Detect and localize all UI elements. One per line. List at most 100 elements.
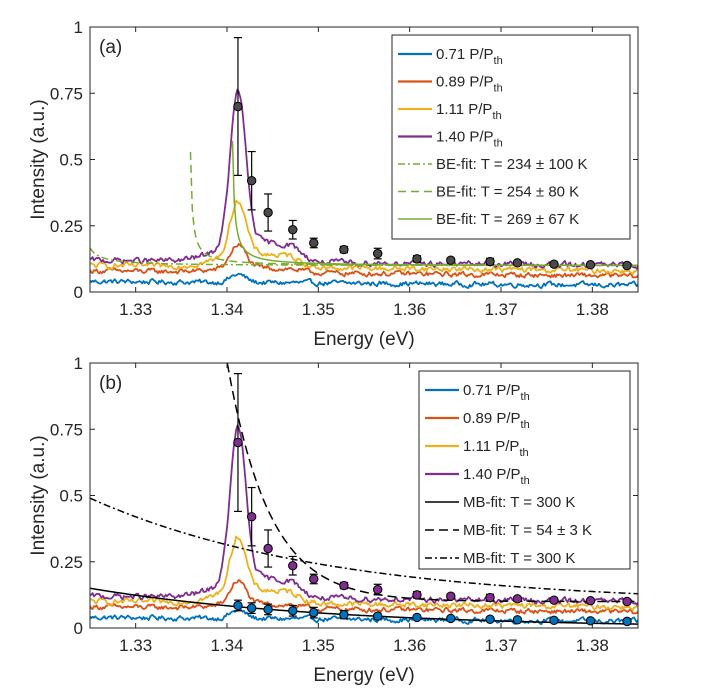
- x-tick-label: 1.33: [119, 300, 152, 319]
- x-tick-label: 1.38: [576, 636, 609, 655]
- data-point: [512, 594, 523, 604]
- x-tick-label: 1.35: [302, 636, 335, 655]
- legend-entry-4: 1.40 P/Pth: [463, 466, 530, 487]
- data-point: [263, 207, 273, 218]
- plot-content: [90, 36, 638, 290]
- legend: 0.71 P/Pth 0.89 P/Pth 1.11 P/Pth 1.40 P/Pth…: [391, 34, 631, 240]
- data-point: [622, 260, 632, 271]
- y-tick-label: 0.75: [50, 84, 83, 103]
- data-point: [585, 596, 596, 606]
- fit-line-5: [90, 587, 638, 625]
- y-axis-label: Intensity (a.u.): [28, 435, 49, 555]
- data-point: [622, 616, 632, 627]
- series-line-4: [90, 424, 638, 606]
- data-point: [288, 561, 298, 571]
- x-tick-label: 1.34: [210, 636, 243, 655]
- series-line-2: [90, 243, 638, 279]
- x-tick-label: 1.33: [119, 636, 152, 655]
- data-point: [373, 248, 383, 259]
- data-point: [446, 613, 456, 624]
- x-tick-label: 1.35: [302, 300, 335, 319]
- y-tick-label: 0: [74, 283, 83, 302]
- legend-entry-3: 1.11 P/Pth: [463, 438, 529, 459]
- y-tick-label: 0.5: [59, 151, 83, 170]
- series-line-2: [90, 579, 638, 615]
- x-axis-label: Energy (eV): [313, 329, 414, 350]
- y-tick-label: 0.25: [50, 553, 83, 572]
- legend-entry-4: 1.40 P/Pth: [436, 129, 503, 150]
- y-tick-label: 0: [74, 619, 83, 638]
- data-point: [512, 615, 523, 625]
- data-point: [263, 604, 273, 615]
- data-point: [288, 225, 298, 235]
- y-tick-label: 1: [74, 18, 83, 37]
- panel-label: (b): [99, 373, 122, 394]
- series-line-1: [90, 272, 638, 290]
- legend-entry-2: 0.89 P/Pth: [436, 74, 503, 95]
- data-point: [512, 258, 523, 268]
- data-point: [585, 616, 596, 626]
- data-point: [246, 603, 257, 613]
- data-point: [233, 600, 243, 611]
- data-point: [309, 574, 319, 584]
- data-point: [446, 255, 456, 265]
- y-tick-label: 0.75: [50, 420, 83, 439]
- data-point: [339, 580, 349, 591]
- data-point: [412, 590, 422, 600]
- legend-entry-6: BE-fit: T = 254 ± 80 K: [436, 184, 579, 201]
- data-point: [585, 260, 596, 270]
- legend-subscript: th: [521, 391, 530, 403]
- legend-box: [418, 370, 631, 570]
- x-tick-label: 1.34: [210, 300, 243, 319]
- data-point: [233, 101, 243, 112]
- data-point: [373, 611, 383, 621]
- x-tick-label: 1.36: [393, 636, 426, 655]
- data-point: [309, 607, 319, 618]
- data-point: [549, 595, 559, 605]
- legend-subscript: th: [521, 419, 530, 431]
- panel-a: 1.33 1.34 1.35 1.36 1.37 1.38 0 0.25 0.5 0.75 1 Ene…: [28, 18, 639, 350]
- legend-entry-1: 0.71 P/Pth: [436, 46, 503, 67]
- legend-subscript: th: [494, 138, 503, 150]
- legend-subscript: th: [494, 83, 503, 95]
- data-point: [339, 244, 349, 255]
- data-point: [549, 615, 559, 626]
- data-point: [288, 606, 298, 616]
- fit-line-7: [90, 497, 638, 595]
- legend-entry-1: 0.71 P/Pth: [463, 382, 530, 403]
- data-point: [373, 584, 383, 595]
- legend-subscript: th: [519, 447, 528, 459]
- y-axis-label: Intensity (a.u.): [28, 99, 49, 219]
- legend-entry-2: 0.89 P/Pth: [463, 410, 530, 431]
- data-point: [446, 591, 456, 601]
- panel-label: (a): [99, 37, 122, 58]
- data-point: [549, 259, 559, 269]
- series-line-1: [90, 608, 638, 626]
- x-tick-label: 1.36: [393, 300, 426, 319]
- y-tick-label: 0.5: [59, 487, 83, 506]
- legend-entry-6: MB-fit: T = 54 ± 3 K: [463, 522, 592, 539]
- legend-entry-7: MB-fit: T = 300 K: [463, 550, 575, 567]
- y-tick-label: 1: [74, 354, 83, 373]
- x-tick-label: 1.37: [484, 300, 517, 319]
- legend-entry-3: 1.11 P/Pth: [436, 101, 502, 122]
- legend: 0.71 P/Pth 0.89 P/Pth 1.11 P/Pth 1.40 P/Pth…: [418, 370, 631, 570]
- legend-entry-5: BE-fit: T = 234 ± 100 K: [436, 156, 588, 173]
- data-point: [246, 176, 257, 186]
- fit-line-6: [226, 363, 638, 603]
- data-point: [485, 256, 495, 267]
- series-line-3: [90, 199, 638, 276]
- panel-b: 1.33 1.34 1.35 1.36 1.37 1.38 0 0.25 0.5 0.75 1 Ene…: [28, 354, 639, 686]
- data-point: [246, 512, 257, 522]
- legend-entry-5: MB-fit: T = 300 K: [463, 494, 575, 511]
- data-point: [339, 610, 349, 620]
- x-tick-label: 1.38: [576, 300, 609, 319]
- series-line-3: [90, 535, 638, 612]
- plot-content: [90, 363, 638, 627]
- legend-entry-7: BE-fit: T = 269 ± 67 K: [436, 211, 579, 228]
- legend-subscript: th: [492, 110, 501, 122]
- legend-subscript: th: [494, 55, 503, 67]
- fit-line-7: [231, 140, 638, 267]
- x-axis-label: Energy (eV): [313, 665, 414, 686]
